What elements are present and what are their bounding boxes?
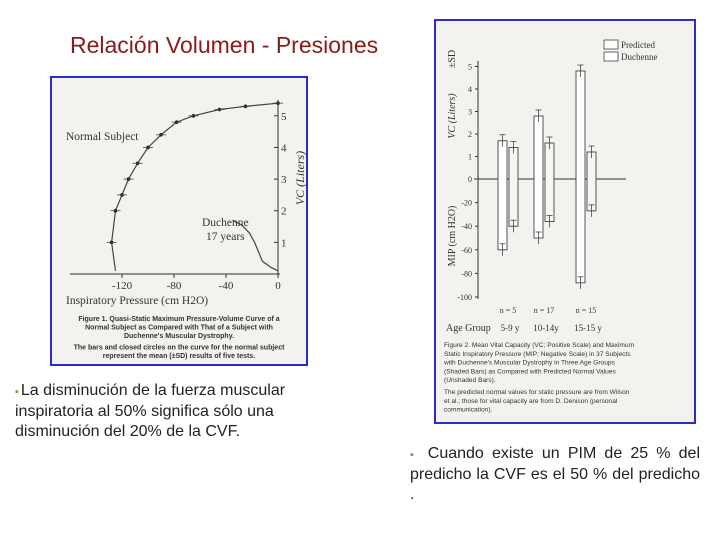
vc-mip-ticks: 1 2 3 4 5 0 -20 -40 -60 -80 -100 bbox=[457, 63, 478, 302]
ylabel-mip: MIP (cm H2O) bbox=[447, 206, 458, 267]
n-label: n = 5 bbox=[500, 306, 517, 315]
caption-line: Static Inspiratory Pressure (MIP; Negati… bbox=[444, 351, 631, 358]
caption-line: The bars and closed circles on the curve… bbox=[74, 345, 286, 352]
xlabel-pressure: Inspiratory Pressure (cm H2O) bbox=[66, 295, 208, 307]
vc-mip-chart: 1 2 3 4 5 0 -20 -40 -60 -80 -100 Predicted Duchenn… bbox=[443, 39, 657, 414]
annotation-normal-subject: Normal Subject bbox=[66, 131, 139, 143]
age-group-category: 10-14y bbox=[533, 323, 559, 333]
vc-tick-label: 3 bbox=[281, 174, 287, 186]
caption-line: (Shaded Bars) as Compared with Predicted… bbox=[444, 368, 616, 375]
vc-tick-label: 1 bbox=[468, 153, 472, 162]
mip-tick-label: -100 bbox=[457, 293, 472, 302]
group-n-labels: n = 5 n = 17 n = 15 bbox=[500, 306, 597, 315]
duchenne-bar bbox=[508, 147, 519, 227]
pressure-tick-label: -120 bbox=[112, 280, 133, 292]
legend-predicted-swatch bbox=[603, 39, 619, 50]
caption-line: et al.; those for vital capacity are fro… bbox=[444, 398, 618, 405]
mip-tick-label: -20 bbox=[461, 199, 472, 208]
bullet-left: ▪ La disminución de la fuerza muscular in… bbox=[15, 381, 335, 442]
annotation-duchenne: Duchenne bbox=[202, 217, 249, 229]
caption-line: represent the mean (±SD) results of five… bbox=[103, 353, 255, 360]
duchenne-curve bbox=[232, 219, 279, 272]
pressure-volume-chart: 1 2 3 4 5 -120 -80 -40 0 VC (Liters) Normal Sub… bbox=[66, 100, 306, 360]
vc-tick-label: 5 bbox=[281, 111, 287, 123]
caption-line: Figure 1. Quasi-Static Maximum Pressure-… bbox=[78, 316, 279, 323]
mip-tick-label: -60 bbox=[461, 246, 472, 255]
legend-duchenne-swatch bbox=[603, 51, 619, 62]
caption-line: The predicted normal values for static p… bbox=[444, 389, 630, 396]
pressure-volume-figure: 1 2 3 4 5 -120 -80 -40 0 VC (Liters) Normal Sub… bbox=[50, 76, 308, 366]
vc-tick-label: 4 bbox=[468, 85, 472, 94]
bullet-right: ▪ Cuando existe un PIM de 25 % del predi… bbox=[410, 444, 700, 505]
predicted-bar bbox=[575, 70, 586, 284]
caption-line: communication). bbox=[444, 407, 493, 414]
bullet-left-text: La disminución de la fuerza muscular ins… bbox=[15, 382, 286, 440]
age-group-labels: 5-9 y 10-14y 15-15 y bbox=[501, 323, 603, 333]
predicted-bar bbox=[533, 115, 544, 239]
caption-line: Duchenne's Muscular Dystrophy. bbox=[124, 333, 234, 340]
annotation-17-years: 17 years bbox=[206, 231, 245, 243]
vc-tick-label: 1 bbox=[281, 237, 287, 249]
n-label: n = 17 bbox=[534, 306, 555, 315]
legend-duchenne: Duchenne bbox=[621, 52, 657, 62]
ylabel-vc: VC (Liters) bbox=[447, 93, 458, 139]
pressure-tick-label: 0 bbox=[275, 280, 281, 292]
bullet-icon: ▪ bbox=[410, 449, 418, 461]
vc-tick-label: 2 bbox=[468, 130, 472, 139]
pressure-tick-label: -40 bbox=[219, 280, 234, 292]
caption-line: Figure 2. Mean Vital Capacity (VC; Posit… bbox=[444, 342, 635, 349]
bullet-icon: ▪ bbox=[15, 386, 19, 398]
age-group-category: 5-9 y bbox=[501, 323, 520, 333]
vc-tick-label: 4 bbox=[281, 142, 287, 154]
predicted-bar bbox=[497, 140, 508, 251]
mip-tick-label: 0 bbox=[468, 175, 472, 184]
age-group-label: Age Group bbox=[446, 323, 491, 334]
ylabel-vc: VC (Liters) bbox=[293, 151, 306, 205]
vc-ticks: 1 2 3 4 5 bbox=[274, 111, 287, 249]
legend-predicted: Predicted bbox=[621, 40, 655, 50]
vc-mip-bars bbox=[497, 64, 597, 289]
duchenne-bar bbox=[586, 151, 597, 212]
mip-tick-label: -40 bbox=[461, 222, 472, 231]
caption-line: Normal Subject as Compared with That of … bbox=[85, 325, 273, 332]
age-group-category: 15-15 y bbox=[574, 323, 602, 333]
caption-line: (Unshaded Bars). bbox=[444, 377, 496, 384]
n-label: n = 15 bbox=[576, 306, 597, 315]
duchenne-bar bbox=[544, 142, 555, 222]
figure1-caption: Figure 1. Quasi-Static Maximum Pressure-… bbox=[74, 316, 286, 360]
bullet-right-text: Cuando existe un PIM de 25 % del predich… bbox=[410, 445, 701, 503]
vc-tick-label: 5 bbox=[468, 63, 472, 72]
normal-subject-curve bbox=[110, 102, 279, 271]
vc-tick-label: 2 bbox=[281, 206, 287, 218]
caption-line: with Duchenne's Muscular Dystrophy in Th… bbox=[443, 360, 616, 367]
pressure-ticks: -120 -80 -40 0 bbox=[112, 274, 281, 292]
slide-title: Relación Volumen - Presiones bbox=[70, 32, 379, 58]
figure2-caption: Figure 2. Mean Vital Capacity (VC; Posit… bbox=[443, 342, 635, 414]
pressure-tick-label: -80 bbox=[167, 280, 182, 292]
vc-mip-figure: 1 2 3 4 5 0 -20 -40 -60 -80 -100 Predicted Duchenn… bbox=[434, 19, 696, 424]
normal-subject-points bbox=[106, 101, 283, 245]
vc-tick-label: 3 bbox=[468, 108, 472, 117]
ylabel-sd: ±SD bbox=[447, 50, 458, 68]
mip-tick-label: -80 bbox=[461, 269, 472, 278]
